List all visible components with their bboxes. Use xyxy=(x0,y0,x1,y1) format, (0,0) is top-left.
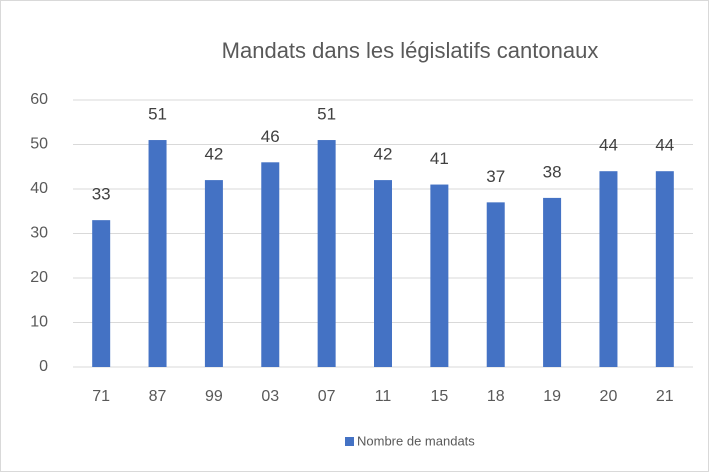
data-label: 37 xyxy=(486,167,505,186)
bar xyxy=(261,162,280,367)
bar xyxy=(204,180,223,367)
data-label: 33 xyxy=(92,185,111,204)
x-tick-label: 87 xyxy=(149,388,167,405)
bar xyxy=(374,180,392,367)
data-label: 42 xyxy=(204,145,223,164)
x-tick-label: 20 xyxy=(600,388,618,405)
y-tick-label: 20 xyxy=(30,269,48,286)
bar xyxy=(430,184,449,367)
x-tick-label: 99 xyxy=(205,388,223,405)
bar xyxy=(655,171,674,367)
x-tick-label: 71 xyxy=(92,388,110,405)
x-tick-label: 15 xyxy=(430,388,448,405)
data-label: 44 xyxy=(599,136,618,155)
bar xyxy=(317,140,336,367)
x-tick-label: 21 xyxy=(656,388,674,405)
data-label: 42 xyxy=(374,145,393,164)
data-label: 46 xyxy=(261,127,280,146)
x-tick-label: 03 xyxy=(261,388,279,405)
y-tick-label: 0 xyxy=(39,358,48,375)
chart-title: Mandats dans les législatifs cantonaux xyxy=(222,38,599,63)
bar xyxy=(148,140,167,367)
y-tick-label: 10 xyxy=(30,314,48,331)
data-label: 44 xyxy=(655,136,674,155)
x-tick-label: 11 xyxy=(375,388,392,405)
y-tick-label: 40 xyxy=(30,180,48,197)
x-tick-label: 07 xyxy=(318,388,336,405)
bar xyxy=(599,171,618,367)
legend-swatch xyxy=(345,437,354,446)
x-tick-label: 19 xyxy=(543,388,561,405)
bar xyxy=(92,220,111,367)
data-label: 51 xyxy=(148,105,167,124)
y-tick-label: 60 xyxy=(30,91,48,108)
y-tick-label: 30 xyxy=(30,225,48,242)
bar xyxy=(543,197,562,367)
x-tick-label: 18 xyxy=(487,388,505,405)
data-label: 41 xyxy=(430,149,449,168)
legend-label: Nombre de mandats xyxy=(357,433,475,448)
y-tick-label: 50 xyxy=(30,136,48,153)
bar xyxy=(486,202,505,367)
data-label: 38 xyxy=(543,162,562,181)
data-label: 51 xyxy=(317,105,336,124)
